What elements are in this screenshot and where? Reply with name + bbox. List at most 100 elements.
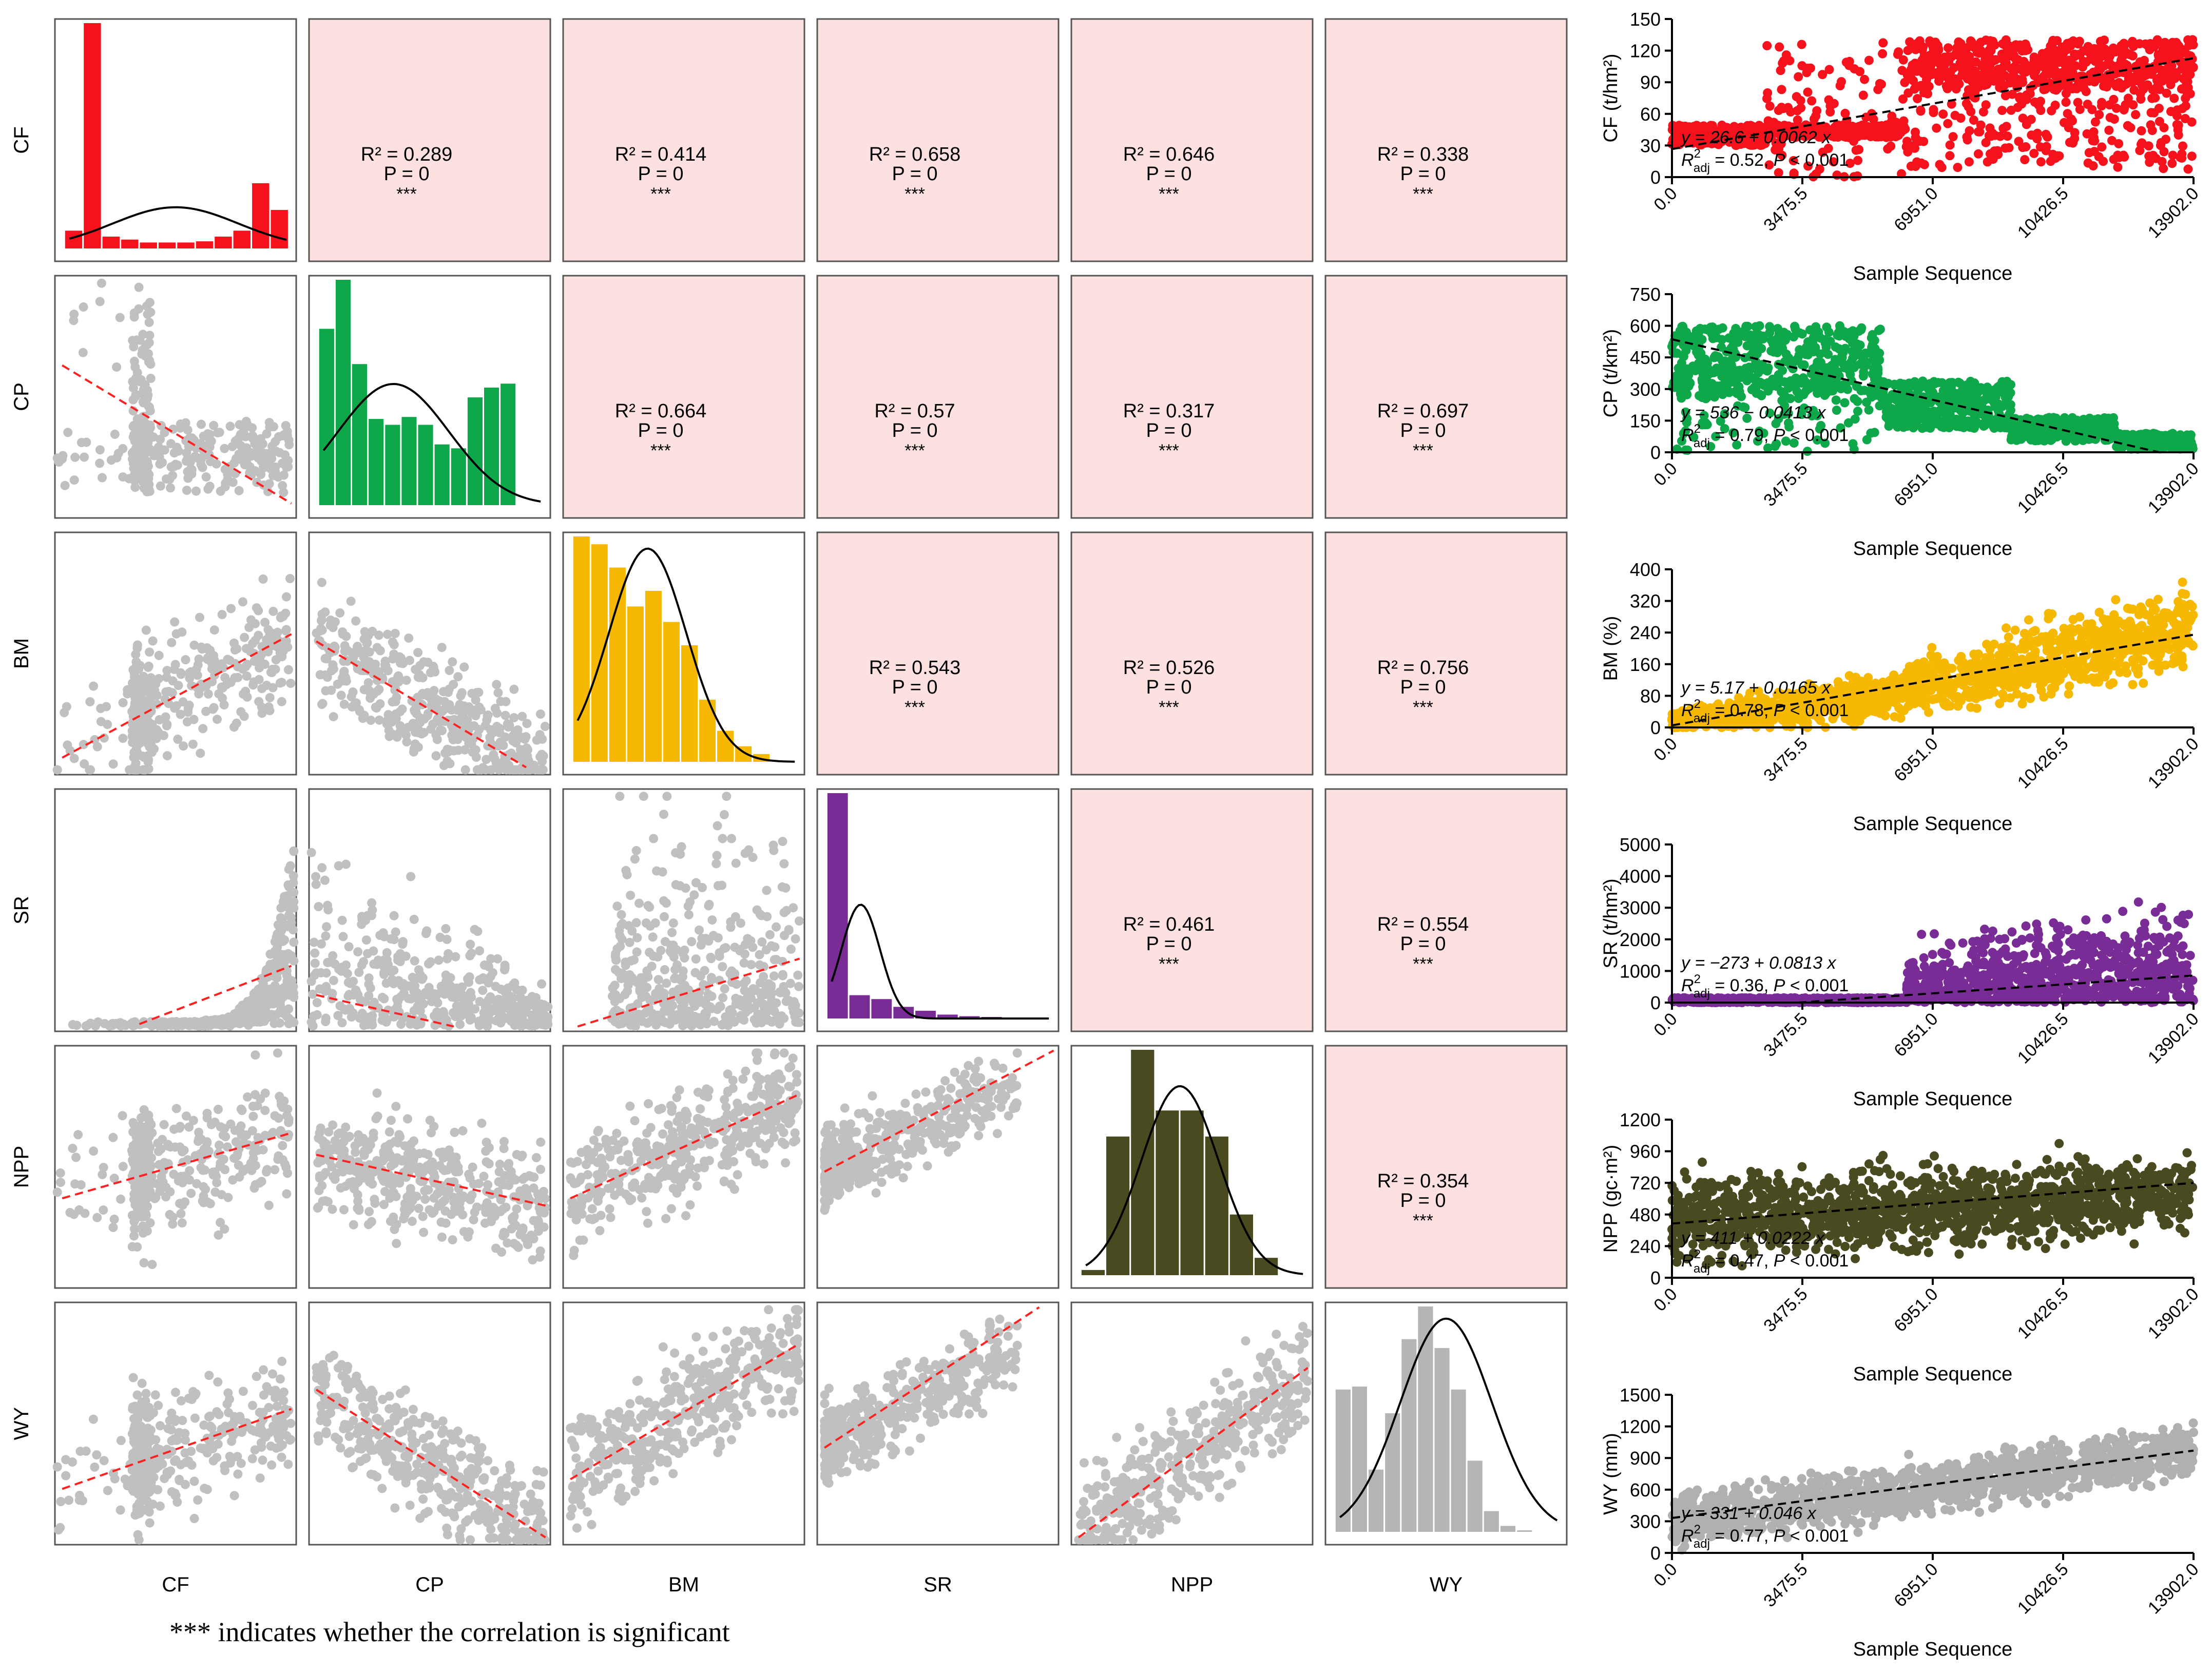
scatter-point (85, 765, 94, 775)
scatter-point (499, 1137, 509, 1146)
scatter-point (419, 714, 429, 724)
scatter-point (373, 1414, 382, 1424)
scatter-point (137, 1128, 146, 1138)
histogram-bar (627, 606, 644, 762)
scatter-point (718, 962, 727, 971)
scatter-point (209, 656, 219, 665)
scatter-point (632, 947, 642, 957)
p-label: P = 0 (892, 420, 937, 441)
scatter-point (193, 1495, 203, 1505)
scatter-point (363, 949, 372, 958)
scatter-point (681, 1171, 690, 1181)
scatter-point (656, 946, 666, 955)
scatter-point (419, 1227, 429, 1237)
scatter-point (236, 1104, 246, 1114)
histogram-bar (717, 731, 734, 762)
scatter-point (267, 668, 277, 678)
scatter-point (147, 1260, 157, 1270)
scatter-point (862, 1154, 872, 1163)
scatter-point (99, 1456, 109, 1466)
scatter-point (416, 993, 426, 1003)
scatter-point (273, 627, 282, 637)
fit-line (62, 364, 292, 505)
scatter-point (60, 708, 69, 718)
scatter-point (115, 313, 125, 322)
scatter-point (820, 1177, 830, 1186)
scatter-point (467, 949, 476, 958)
scatter-point (661, 1214, 671, 1223)
significance-label: *** (905, 441, 925, 460)
scatter-point (650, 918, 660, 928)
scatter-point (611, 955, 621, 965)
scatter-point (156, 481, 165, 491)
scatter-point (276, 1006, 285, 1015)
histogram-bar (1180, 1110, 1204, 1275)
scatter-point (483, 1180, 493, 1189)
scatter-point (92, 1450, 102, 1460)
scatter-point (254, 697, 264, 706)
scatter-point (351, 616, 361, 626)
scatter-point (145, 647, 155, 657)
scatter-point (217, 610, 227, 620)
scatter-point (118, 1162, 128, 1171)
r2-label: R² = 0.461 (1123, 914, 1215, 935)
scatter-point (539, 1222, 549, 1232)
scatter-point (762, 912, 772, 921)
scatter-point (76, 438, 86, 447)
histogram-bar (451, 448, 466, 505)
scatter-point (349, 1220, 358, 1229)
scatter-point (282, 592, 291, 602)
scatter-point (386, 1217, 395, 1226)
scatter-point (447, 992, 457, 1002)
scatter-point (336, 1183, 345, 1193)
scatter-point (185, 674, 195, 683)
scatter-point (277, 697, 286, 706)
scatter-point (258, 1145, 268, 1155)
scatter-point (169, 1169, 179, 1179)
scatter-point (284, 911, 294, 920)
scatter-point (918, 1108, 928, 1118)
scatter-point (192, 1179, 202, 1188)
scatter-point (69, 1209, 79, 1219)
scatter-point (98, 1170, 107, 1179)
scatter-point (538, 1009, 548, 1018)
scatter-point (200, 1444, 209, 1453)
scatter-point (403, 994, 413, 1004)
scatter-cloud (68, 846, 299, 1031)
scatter-point (900, 1099, 910, 1108)
scatter-point (340, 646, 350, 656)
scatter-point (753, 1048, 763, 1058)
significance-label: *** (1413, 441, 1433, 460)
scatter-point (790, 1002, 800, 1011)
scatter-point (420, 1195, 430, 1204)
scatter-point (691, 954, 701, 964)
scatter-point (389, 649, 399, 659)
scatter-point (945, 1096, 954, 1105)
scatter-point (214, 689, 224, 699)
scatter-point (658, 1129, 667, 1139)
scatter-point (509, 713, 519, 722)
scatter-point (162, 666, 172, 676)
scatter-point (640, 1138, 650, 1148)
scatter-point (154, 650, 164, 660)
scatter-point (189, 640, 199, 650)
scatter-point (68, 1020, 78, 1029)
scatter-point (677, 842, 686, 852)
scatter-point (229, 1491, 239, 1501)
matrix-panel-wy-cp (308, 1301, 551, 1546)
scatter-point (243, 1092, 253, 1102)
matrix-panel-sr-cp (306, 788, 553, 1032)
scatter-point (264, 479, 274, 489)
scatter-point (250, 1445, 260, 1455)
scatter-point (482, 1157, 491, 1167)
scatter-point (626, 1021, 636, 1030)
scatter-point (149, 744, 159, 754)
scatter-point (248, 1400, 257, 1410)
scatter-point (428, 662, 438, 671)
scatter-point (439, 761, 449, 771)
r2-label: R² = 0.697 (1377, 400, 1469, 422)
scatter-point (581, 1160, 591, 1169)
